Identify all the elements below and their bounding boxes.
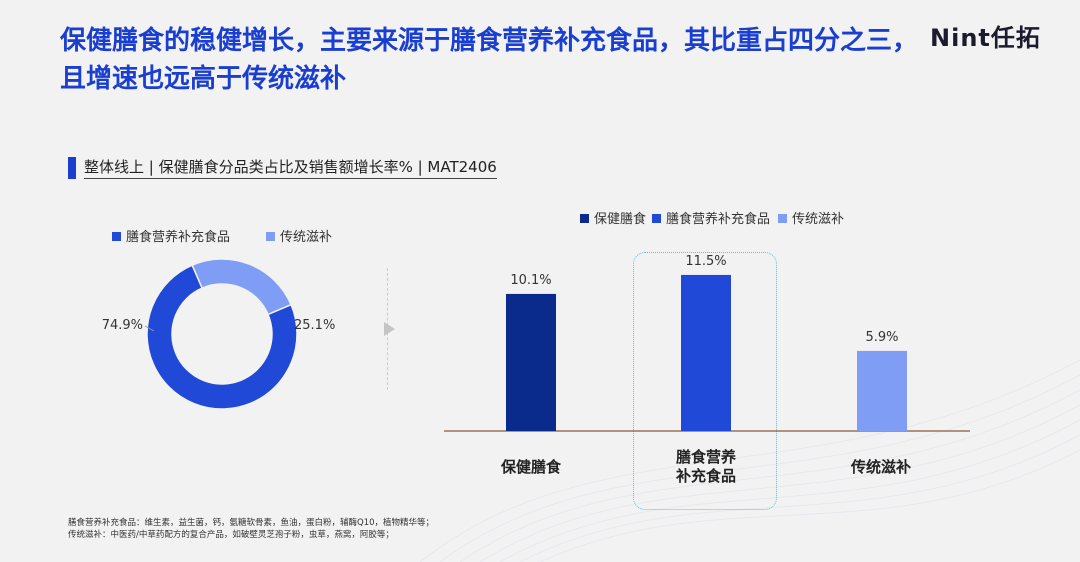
donut-legend-item-0: 膳食营养补充食品 <box>112 230 230 246</box>
legend-swatch <box>778 214 787 223</box>
legend-label: 膳食营养补充食品 <box>126 230 231 245</box>
bar-category-label-2: 传统滋补 <box>821 458 941 477</box>
legend-swatch <box>652 214 661 223</box>
bar-value-label: 11.5% <box>685 254 726 269</box>
bar <box>681 274 731 431</box>
category-line: 补充食品 <box>675 467 736 485</box>
legend-label: 传统滋补 <box>792 212 845 227</box>
bar-value-label: 5.9% <box>865 330 898 345</box>
donut-leader-line <box>144 325 155 332</box>
category-line: 膳食营养 <box>675 448 736 466</box>
chart-subtitle: 整体线上 | 保健膳食分品类占比及销售额增长率% | MAT2406 <box>84 157 497 179</box>
category-line: 传统滋补 <box>850 458 911 476</box>
footnote-line: 传统滋补：中医药/中草药配方的复合产品，如破壁灵芝孢子粉，虫草，燕窝，阿胶等； <box>68 530 394 540</box>
brand-logo: Nint任拓 <box>930 24 1041 52</box>
legend-label: 保健膳食 <box>594 212 647 227</box>
donut-legend-item-1: 传统滋补 <box>266 230 332 246</box>
legend-swatch <box>112 232 121 241</box>
donut-value-label: 74.9% <box>102 318 143 333</box>
legend-label: 传统滋补 <box>280 230 333 245</box>
bar-legend-item-2: 传统滋补 <box>778 212 844 228</box>
legend-swatch <box>266 232 275 241</box>
bar <box>857 350 907 431</box>
footnote-line: 膳食营养补充食品：维生素，益生菌，钙，氨糖软骨素，鱼油，蛋白粉，辅酶Q10，植物… <box>68 518 435 528</box>
highlight-frame <box>633 252 777 510</box>
bar-legend-item-1: 膳食营养补充食品 <box>652 212 770 228</box>
donut-slice <box>191 258 292 316</box>
bar-category-label-0: 保健膳食 <box>471 458 591 477</box>
donut-slice <box>146 264 298 410</box>
footnote: 膳食营养补充食品：维生素，益生菌，钙，氨糖软骨素，鱼油，蛋白粉，辅酶Q10，植物… <box>68 517 434 541</box>
bar-value-label: 10.1% <box>510 273 551 288</box>
subtitle-accent-bar <box>68 157 76 179</box>
page-title: 保健膳食的稳健增长，主要来源于膳食营养补充食品，其比重占四分之三，且增速也远高于… <box>60 26 919 94</box>
arrow-right-icon <box>384 322 395 336</box>
category-line: 保健膳食 <box>500 458 561 476</box>
bar <box>506 293 556 431</box>
bar-category-label-1: 膳食营养 补充食品 <box>646 448 766 486</box>
donut-value-label: 25.1% <box>294 318 335 333</box>
legend-label: 膳食营养补充食品 <box>666 212 771 227</box>
legend-swatch <box>580 214 589 223</box>
bar-legend-item-0: 保健膳食 <box>580 212 646 228</box>
